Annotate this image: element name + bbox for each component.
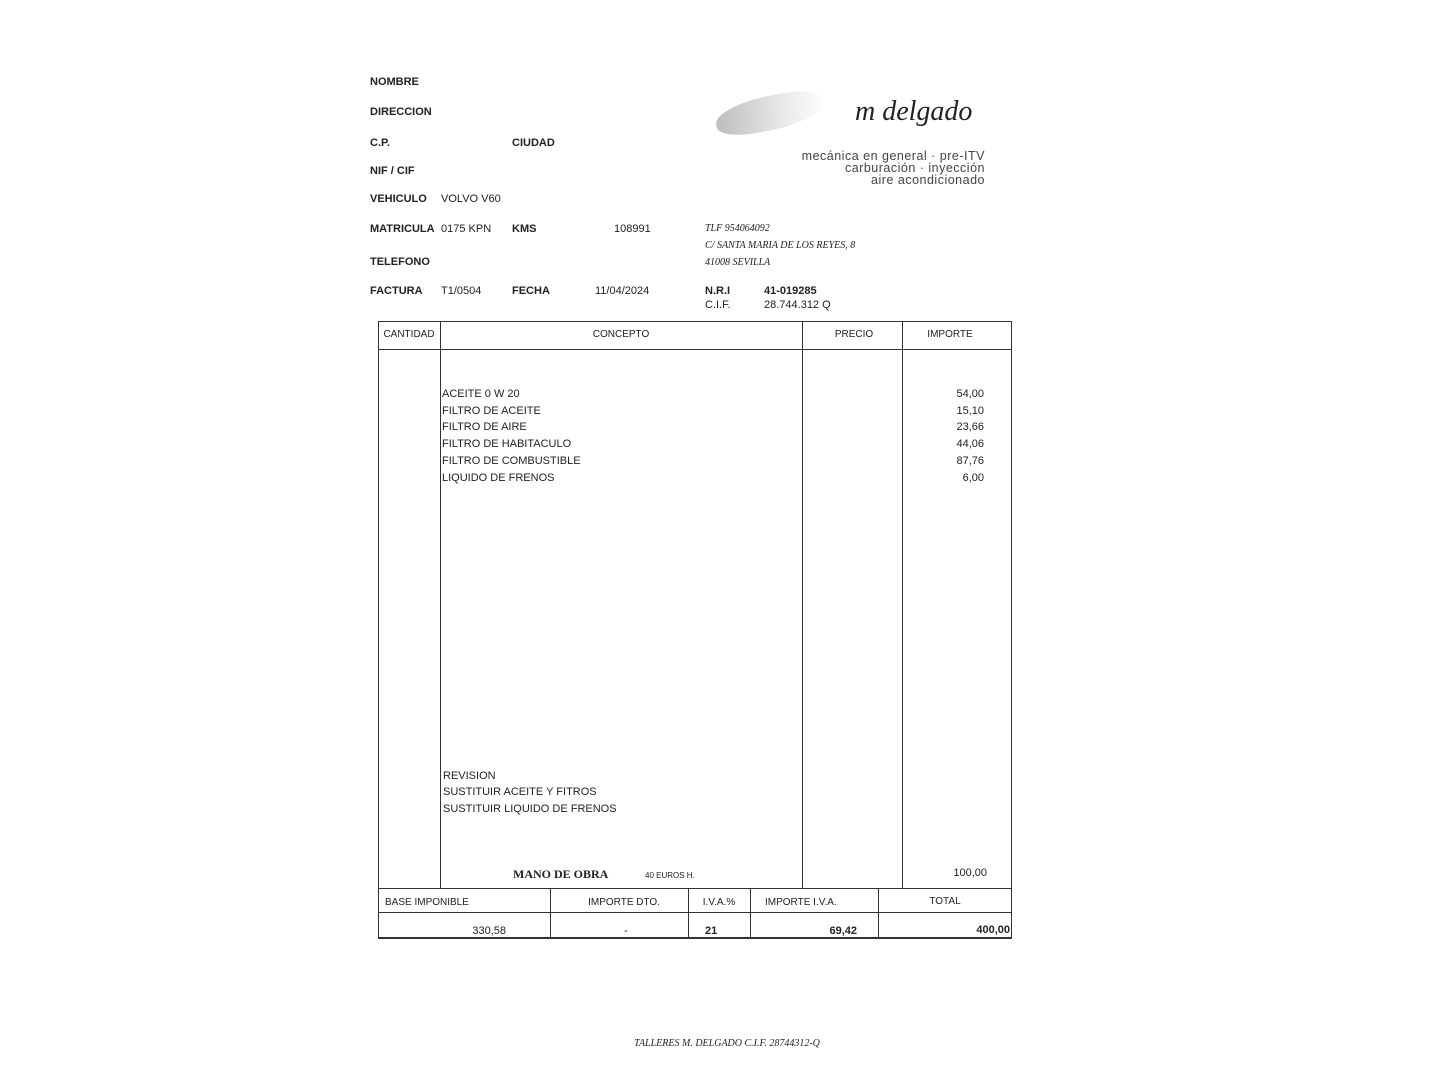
- factura-label: FACTURA: [370, 285, 423, 297]
- cif-label: C.I.F.: [705, 299, 731, 311]
- company-address: C/ SANTA MARIA DE LOS REYES, 8: [705, 240, 856, 251]
- ciudad-label: CIUDAD: [512, 137, 555, 149]
- item-concepto: FILTRO DE COMBUSTIBLE: [442, 454, 581, 467]
- item-concepto: ACEITE 0 W 20: [442, 388, 520, 400]
- fecha-label: FECHA: [512, 285, 550, 297]
- nif-label: NIF / CIF: [370, 165, 415, 177]
- footer-text: TALLERES M. DELGADO C.I.F. 28744312-Q: [634, 1038, 820, 1049]
- totals-header-base: BASE IMPONIBLE: [385, 897, 469, 908]
- totals-header-importe-iva: IMPORTE I.V.A.: [765, 897, 837, 908]
- company-phone: TLF 954064092: [705, 223, 770, 234]
- tagline-3: aire acondicionado: [871, 173, 985, 187]
- telefono-label: TELEFONO: [370, 256, 430, 268]
- item-importe: 23,66: [956, 421, 984, 434]
- cp-label: C.P.: [370, 137, 390, 149]
- item-concepto: FILTRO DE AIRE: [442, 421, 527, 434]
- nombre-label: NOMBRE: [370, 76, 419, 88]
- direccion-label: DIRECCION: [370, 106, 432, 118]
- note-line: SUSTITUIR LIQUIDO DE FRENOS: [443, 803, 617, 815]
- cif-value: 28.744.312 Q: [764, 299, 831, 311]
- totals-header-total: TOTAL: [929, 896, 961, 907]
- header-cantidad: CANTIDAD: [383, 329, 435, 340]
- item-concepto: FILTRO DE HABITACULO: [442, 438, 572, 451]
- fecha-value: 11/04/2024: [595, 285, 650, 297]
- company-logo: m delgado: [855, 96, 973, 127]
- tagline-2: carburación · inyección: [844, 161, 985, 175]
- vehiculo-value: VOLVO V60: [441, 193, 501, 205]
- matricula-value: 0175 KPN: [441, 223, 492, 235]
- totals-header-dto: IMPORTE DTO.: [588, 897, 660, 908]
- logo-swoosh-icon: [712, 84, 828, 142]
- item-importe: 87,76: [956, 454, 984, 467]
- note-line: REVISION: [443, 770, 496, 782]
- item-concepto: FILTRO DE ACEITE: [442, 404, 541, 417]
- header-importe: IMPORTE: [927, 329, 973, 340]
- tagline-1: mecánica en general · pre-ITV: [801, 149, 985, 163]
- kms-label: KMS: [512, 223, 537, 235]
- base-imponible-value: 330,58: [472, 925, 506, 937]
- kms-value: 108991: [614, 223, 651, 235]
- company-city: 41008 SEVILLA: [705, 257, 771, 268]
- note-line: SUSTITUIR ACEITE Y FITROS: [443, 786, 597, 798]
- vehiculo-label: VEHICULO: [370, 193, 427, 205]
- item-importe: 15,10: [956, 404, 984, 417]
- importe-iva-value: 69,42: [829, 925, 857, 937]
- header-concepto: CONCEPTO: [592, 329, 650, 340]
- nri-value: 41-019285: [764, 285, 817, 297]
- iva-percent-value: 21: [705, 925, 718, 937]
- labor-label: MANO DE OBRA: [513, 867, 609, 881]
- nri-label: N.R.I: [705, 285, 731, 297]
- item-importe: 44,06: [956, 438, 984, 451]
- totals-header-iva: I.V.A.%: [702, 897, 736, 908]
- item-concepto: LIQUIDO DE FRENOS: [442, 471, 555, 484]
- labor-importe: 100,00: [953, 867, 987, 879]
- header-precio: PRECIO: [834, 329, 874, 340]
- item-importe: 54,00: [956, 388, 984, 400]
- total-value: 400,00: [976, 924, 1010, 936]
- item-importe: 6,00: [962, 471, 984, 484]
- importe-dto-value: -: [624, 925, 628, 937]
- labor-rate: 40 EUROS H.: [645, 871, 695, 880]
- factura-value: T1/0504: [441, 285, 482, 297]
- matricula-label: MATRICULA: [370, 223, 435, 235]
